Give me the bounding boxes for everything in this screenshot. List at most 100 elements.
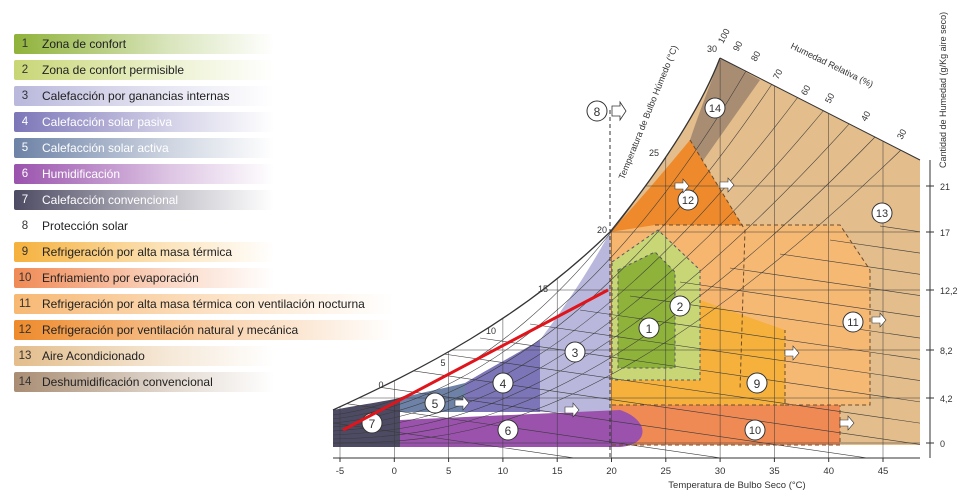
legend-label: Calefacción solar pasiva bbox=[42, 115, 173, 129]
x-tick-label: 0 bbox=[392, 466, 397, 477]
rh-curve bbox=[333, 135, 877, 440]
grid-line bbox=[429, 351, 920, 443]
wet-bulb-ticks: 0 5 10 15 20 25 30 bbox=[378, 44, 717, 390]
zone-9-label: 9 bbox=[746, 372, 768, 394]
legend-number: 10 bbox=[18, 272, 32, 284]
wet-bulb-tick-label: 5 bbox=[440, 358, 445, 368]
right-tick-label: 17 bbox=[940, 228, 950, 238]
legend-swatch bbox=[14, 372, 274, 392]
rh-tick-label: 100 bbox=[716, 27, 732, 45]
arrow-icon bbox=[784, 345, 800, 361]
zone-12-label: 12 bbox=[677, 189, 699, 211]
x-tick-label: 5 bbox=[446, 466, 451, 477]
x-tick-label: 20 bbox=[606, 466, 617, 477]
wet-bulb-tick-label: 30 bbox=[707, 44, 717, 54]
rh-tick-label: 60 bbox=[799, 83, 813, 97]
zone-10-region bbox=[612, 405, 840, 445]
right-tick-label: 8,2 bbox=[940, 346, 953, 356]
legend-swatch bbox=[14, 164, 274, 184]
grid-line bbox=[379, 365, 920, 457]
arrow-icon bbox=[839, 415, 855, 431]
x-tick-label: 15 bbox=[552, 466, 563, 477]
x-tick-label: 35 bbox=[769, 466, 780, 477]
legend-label: Refrigeración por ventilación natural y … bbox=[42, 323, 299, 337]
wet-bulb-tick-label: 25 bbox=[649, 148, 659, 158]
x-axis-title: Temperatura de Bulbo Seco (°C) bbox=[668, 480, 805, 491]
legend-swatch bbox=[14, 320, 394, 340]
svg-text:12: 12 bbox=[682, 195, 694, 207]
x-tick-label: -5 bbox=[336, 466, 344, 477]
wet-bulb-tick-label: 0 bbox=[378, 380, 383, 390]
legend-item: 4 Calefacción solar pasiva bbox=[14, 112, 172, 132]
svg-text:4: 4 bbox=[500, 377, 507, 391]
legend-swatch bbox=[14, 34, 274, 54]
legend-item: 2 Zona de confort permisible bbox=[14, 60, 184, 80]
legend-number: 12 bbox=[18, 324, 32, 336]
x-tick-label: 25 bbox=[661, 466, 672, 477]
legend-label: Refrigeración por alta masa térmica con … bbox=[42, 297, 365, 311]
right-tick-label: 4,2 bbox=[940, 394, 953, 404]
legend-label: Zona de confort permisible bbox=[42, 63, 185, 77]
zone-1-label: 1 bbox=[638, 317, 660, 339]
saturation-curve bbox=[332, 57, 721, 411]
svg-text:10: 10 bbox=[749, 425, 761, 437]
x-tick-label: 10 bbox=[498, 466, 509, 477]
rh-tick-label: 40 bbox=[859, 109, 873, 123]
legend-number: 7 bbox=[21, 194, 29, 206]
arrow-icon bbox=[871, 312, 887, 328]
legend-label: Calefacción por ganancias internas bbox=[42, 89, 230, 103]
legend: 1 Zona de confort 2 Zona de confort permisi… bbox=[0, 0, 400, 410]
arrow-icon bbox=[611, 100, 627, 122]
svg-text:9: 9 bbox=[754, 377, 761, 391]
rh-curve bbox=[333, 96, 799, 428]
legend-swatch bbox=[14, 268, 274, 288]
rh-tick-label: 30 bbox=[895, 127, 909, 141]
legend-number: 11 bbox=[19, 298, 31, 310]
legend-item: 9 Refrigeración por alta masa térmica bbox=[14, 242, 232, 262]
grid-line bbox=[779, 253, 920, 345]
legend-number: 5 bbox=[21, 142, 29, 154]
grid-line bbox=[629, 295, 920, 387]
rh-curve bbox=[333, 122, 851, 436]
right-tick-label: 0 bbox=[940, 439, 945, 449]
zone-11-outline bbox=[655, 224, 871, 406]
zone-10-label: 10 bbox=[744, 419, 766, 441]
grid-lines bbox=[333, 58, 920, 458]
legend-item: 6 Humidificación bbox=[14, 164, 120, 184]
svg-text:5: 5 bbox=[432, 397, 439, 411]
x-tick-label: 45 bbox=[878, 466, 889, 477]
legend-swatch bbox=[14, 346, 274, 366]
svg-text:2: 2 bbox=[677, 300, 684, 314]
rh-tick-label: 50 bbox=[823, 91, 837, 105]
svg-text:1: 1 bbox=[646, 322, 653, 336]
arrow-icon bbox=[454, 395, 470, 411]
legend-label: Protección solar bbox=[42, 219, 129, 233]
red-annotation-line bbox=[342, 288, 609, 432]
rh-tick-label: 90 bbox=[731, 39, 745, 53]
legend-number: 13 bbox=[18, 350, 32, 362]
legend-item: 11 Refrigeración por alta masa térmica co… bbox=[14, 294, 365, 314]
arrow-icon bbox=[564, 402, 580, 418]
grid-line bbox=[579, 309, 920, 401]
grid-line bbox=[679, 281, 920, 373]
legend-label: Refrigeración por alta masa térmica bbox=[42, 245, 233, 259]
x-axis-ticks: -5 0 5 10 15 20 25 30 35 40 45 bbox=[336, 458, 889, 477]
zone-11-label: 11 bbox=[842, 311, 864, 333]
rh-tick-label: 70 bbox=[771, 67, 785, 81]
rh-curve bbox=[333, 148, 903, 444]
zone-5-label: 5 bbox=[424, 392, 446, 414]
upper-boundary bbox=[719, 57, 921, 161]
grid-line bbox=[729, 267, 920, 359]
legend-swatch bbox=[14, 60, 274, 80]
legend-item: 8 Protección solar bbox=[14, 216, 128, 236]
legend-label: Zona de confort bbox=[42, 37, 127, 51]
zone-13-label: 13 bbox=[871, 202, 893, 224]
legend-item: 7 Calefacción convencional bbox=[14, 190, 178, 210]
legend-item: 12 Refrigeración por ventilación natural … bbox=[14, 320, 299, 340]
legend-number: 4 bbox=[21, 116, 29, 128]
relative-humidity-title: Humedad Relativa (%) bbox=[789, 41, 875, 90]
zone-8-marker bbox=[586, 100, 608, 122]
legend-number: 9 bbox=[21, 246, 29, 258]
